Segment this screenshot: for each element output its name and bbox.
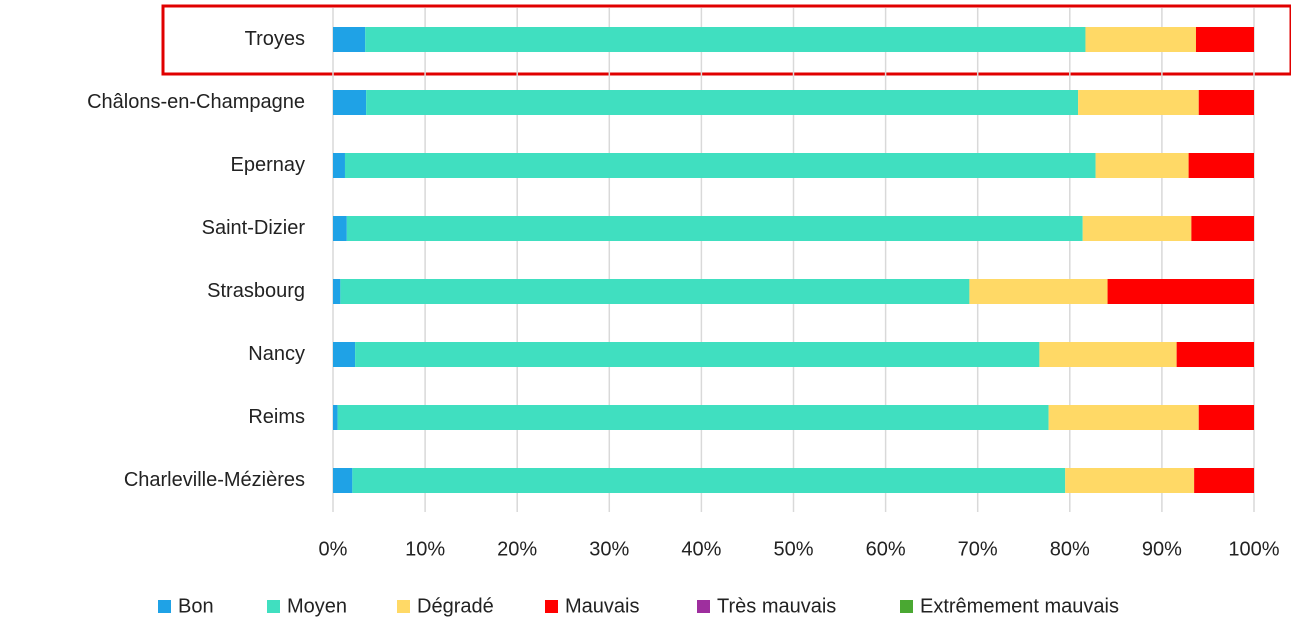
bar-segment bbox=[333, 90, 367, 115]
bar-segment bbox=[333, 27, 366, 52]
x-tick-label: 70% bbox=[958, 538, 998, 560]
x-tick-label: 50% bbox=[773, 538, 813, 560]
y-tick-label: Nancy bbox=[248, 343, 305, 365]
bar-segment bbox=[1078, 90, 1199, 115]
bar-segment bbox=[344, 153, 1096, 178]
bar-segment bbox=[1176, 342, 1254, 367]
bar-segment bbox=[333, 153, 345, 178]
bar-segment bbox=[1107, 279, 1254, 304]
bar-segment bbox=[1095, 153, 1189, 178]
bar-segment bbox=[1039, 342, 1177, 367]
bar-segment bbox=[333, 216, 347, 241]
bar-segment bbox=[1198, 405, 1254, 430]
x-tick-label: 40% bbox=[681, 538, 721, 560]
legend-label: Extrêmement mauvais bbox=[920, 595, 1119, 617]
legend-swatch bbox=[158, 600, 171, 613]
bar-segment bbox=[333, 468, 353, 493]
y-tick-label: Charleville-Mézières bbox=[124, 469, 305, 491]
legend-swatch bbox=[267, 600, 280, 613]
x-tick-label: 60% bbox=[866, 538, 906, 560]
y-tick-label: Saint-Dizier bbox=[202, 217, 306, 239]
legend-label: Très mauvais bbox=[717, 595, 836, 617]
bar-segment bbox=[333, 405, 338, 430]
x-tick-label: 100% bbox=[1228, 538, 1279, 560]
bar-segment bbox=[1082, 216, 1192, 241]
bar-segment bbox=[352, 468, 1066, 493]
bar-segment bbox=[333, 342, 356, 367]
legend-swatch bbox=[900, 600, 913, 613]
bar-segment bbox=[355, 342, 1040, 367]
bar-segment bbox=[365, 27, 1086, 52]
bar-segment bbox=[346, 216, 1083, 241]
legend-swatch bbox=[545, 600, 558, 613]
bar-segment bbox=[969, 279, 1108, 304]
bar-segment bbox=[1188, 153, 1254, 178]
y-tick-label: Strasbourg bbox=[207, 280, 305, 302]
x-tick-label: 30% bbox=[589, 538, 629, 560]
bar-segment bbox=[340, 279, 970, 304]
legend-label: Moyen bbox=[287, 595, 347, 617]
bar-segment bbox=[366, 90, 1079, 115]
legend-label: Dégradé bbox=[417, 595, 494, 617]
x-tick-label: 80% bbox=[1050, 538, 1090, 560]
bar-segment bbox=[1198, 90, 1254, 115]
bar-segment bbox=[337, 405, 1049, 430]
x-tick-label: 20% bbox=[497, 538, 537, 560]
y-tick-label: Epernay bbox=[231, 154, 306, 176]
y-tick-label: Reims bbox=[248, 406, 305, 428]
bar-segment bbox=[1048, 405, 1199, 430]
legend-label: Mauvais bbox=[565, 595, 639, 617]
bar-segment bbox=[1191, 216, 1254, 241]
bar-segment bbox=[333, 279, 341, 304]
bar-segment bbox=[1085, 27, 1196, 52]
legend-label: Bon bbox=[178, 595, 214, 617]
x-tick-label: 0% bbox=[319, 538, 348, 560]
x-tick-label: 90% bbox=[1142, 538, 1182, 560]
legend-swatch bbox=[697, 600, 710, 613]
legend-swatch bbox=[397, 600, 410, 613]
y-tick-label: Châlons-en-Champagne bbox=[87, 91, 305, 113]
highlight-box bbox=[161, 4, 1291, 76]
y-tick-label: Troyes bbox=[245, 28, 305, 50]
bar-segment bbox=[1195, 27, 1254, 52]
bar-segment bbox=[1065, 468, 1195, 493]
bar-segment bbox=[1194, 468, 1254, 493]
x-tick-label: 10% bbox=[405, 538, 445, 560]
